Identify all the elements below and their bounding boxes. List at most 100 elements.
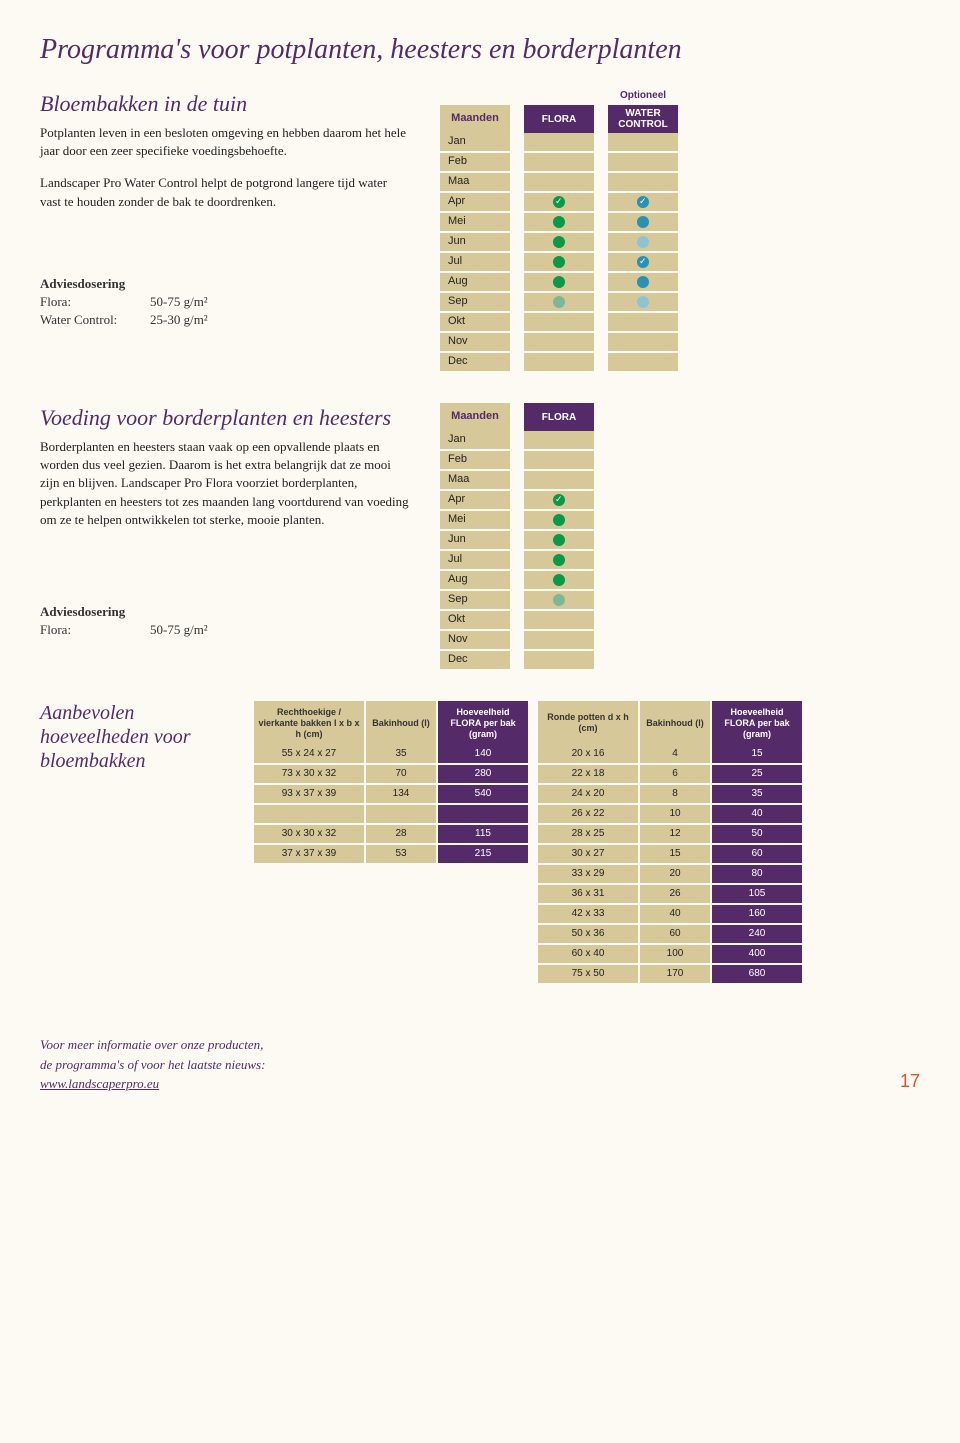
section-voeding: Voeding voor border­planten en heesters …: [40, 403, 920, 671]
schedule-cell: [608, 153, 678, 171]
schedule-cell: [524, 253, 594, 271]
schedule-cell: [524, 313, 594, 331]
rec-cell: 400: [712, 945, 802, 963]
rec-cell: 280: [438, 765, 528, 783]
rec-cell: 24 x 20: [538, 785, 638, 803]
month-cell: Mei: [440, 213, 510, 231]
month-cell: Jul: [440, 551, 510, 569]
flora-header: FLORA: [524, 105, 594, 133]
months-column: Maanden JanFebMaaAprMeiJunJulAugSepOktNo…: [440, 89, 510, 373]
schedule-cell: [608, 213, 678, 231]
dosing-value: 50-75 g/m²: [150, 293, 208, 311]
chart-voeding: Maanden JanFebMaaAprMeiJunJulAugSepOktNo…: [440, 403, 594, 671]
rec-column: Ronde potten d x h (cm)20 x 1622 x 1824 …: [538, 701, 638, 985]
schedule-cell: [524, 273, 594, 291]
para-voeding: Borderplanten en heesters staan vaak op …: [40, 438, 410, 529]
para-1: Potplanten leven in een besloten omgevin…: [40, 124, 410, 160]
rec-cell: 73 x 30 x 32: [254, 765, 364, 783]
rec-cell: 10: [640, 805, 710, 823]
schedule-cell: [524, 333, 594, 351]
rec-cell: 70: [366, 765, 436, 783]
month-cell: Maa: [440, 471, 510, 489]
schedule-cell: [608, 193, 678, 211]
rec-cell: 15: [640, 845, 710, 863]
rec-cell: 55 x 24 x 27: [254, 745, 364, 763]
dot-icon: [553, 256, 565, 268]
dot-icon: [637, 256, 649, 268]
dot-icon: [637, 216, 649, 228]
dot-icon: [553, 574, 565, 586]
rec-cell: 26: [640, 885, 710, 903]
dosing-row: Water Control:25-30 g/m²: [40, 311, 410, 329]
dot-icon: [637, 276, 649, 288]
schedule-cell: [524, 133, 594, 151]
month-cell: Nov: [440, 631, 510, 649]
schedule-cell: [524, 293, 594, 311]
schedule-cell: [524, 531, 594, 549]
rec-cell: 37 x 37 x 39: [254, 845, 364, 863]
rec-cell: 12: [640, 825, 710, 843]
page-number: 17: [900, 1069, 920, 1094]
rec-cell: 134: [366, 785, 436, 803]
dosing-value: 50-75 g/m²: [150, 621, 208, 639]
months-column-2: Maanden JanFebMaaAprMeiJunJulAugSepOktNo…: [440, 403, 510, 671]
rec-header: Ronde potten d x h (cm): [538, 701, 638, 745]
month-cell: Feb: [440, 153, 510, 171]
rec-cell: 100: [640, 945, 710, 963]
month-cell: Mei: [440, 511, 510, 529]
schedule-cell: [524, 491, 594, 509]
schedule-cell: [524, 511, 594, 529]
dot-icon: [553, 236, 565, 248]
month-cell: Aug: [440, 273, 510, 291]
dosing-key: Flora:: [40, 293, 150, 311]
footer-link[interactable]: www.landscaperpro.eu: [40, 1076, 159, 1091]
rec-cell: 60: [712, 845, 802, 863]
rec-cell: 215: [438, 845, 528, 863]
recommendations-section: Aanbevolen hoeveelheden voor bloembakken…: [40, 701, 920, 985]
schedule-cell: [524, 551, 594, 569]
rec-cell: 35: [366, 745, 436, 763]
rec-cell: 6: [640, 765, 710, 783]
rec-cell: 15: [712, 745, 802, 763]
dot-icon: [553, 296, 565, 308]
schedule-cell: [608, 273, 678, 291]
schedule-cell: [524, 193, 594, 211]
month-cell: Sep: [440, 293, 510, 311]
rec-cell: [366, 805, 436, 823]
rec-cell: 160: [712, 905, 802, 923]
rec-cell: 20 x 16: [538, 745, 638, 763]
rec-cell: 140: [438, 745, 528, 763]
rec-cell: 8: [640, 785, 710, 803]
month-cell: Jun: [440, 233, 510, 251]
dosing-key: Water Control:: [40, 311, 150, 329]
rec-cell: 115: [438, 825, 528, 843]
schedule-cell: [608, 233, 678, 251]
schedule-cell: [524, 611, 594, 629]
schedule-cell: [608, 293, 678, 311]
rec-column: Bakinhoud (l)35701342853: [366, 701, 436, 985]
rec-cell: [254, 805, 364, 823]
rec-cell: 80: [712, 865, 802, 883]
schedule-cell: [524, 153, 594, 171]
rec-cell: 25: [712, 765, 802, 783]
month-cell: Feb: [440, 451, 510, 469]
schedule-cell: [524, 353, 594, 371]
schedule-cell: [608, 133, 678, 151]
rec-cell: 50 x 36: [538, 925, 638, 943]
schedule-cell: [524, 213, 594, 231]
rec-cell: 33 x 29: [538, 865, 638, 883]
rec-cell: 42 x 33: [538, 905, 638, 923]
dot-icon: [553, 494, 565, 506]
month-cell: Okt: [440, 611, 510, 629]
optional-label: Optioneel: [620, 89, 666, 103]
dosing-row: Flora:50-75 g/m²: [40, 621, 410, 639]
rec-cell: 30 x 30 x 32: [254, 825, 364, 843]
rec-column: Hoeveelheid FLORA per bak (gram)15253540…: [712, 701, 802, 985]
rec-cell: [438, 805, 528, 823]
month-cell: Jun: [440, 531, 510, 549]
months-header-2: Maanden: [440, 403, 510, 431]
rec-table-round: Ronde potten d x h (cm)20 x 1622 x 1824 …: [538, 701, 802, 985]
rec-cell: 50: [712, 825, 802, 843]
month-cell: Apr: [440, 193, 510, 211]
text-column-2: Voeding voor border­planten en heesters …: [40, 403, 410, 671]
